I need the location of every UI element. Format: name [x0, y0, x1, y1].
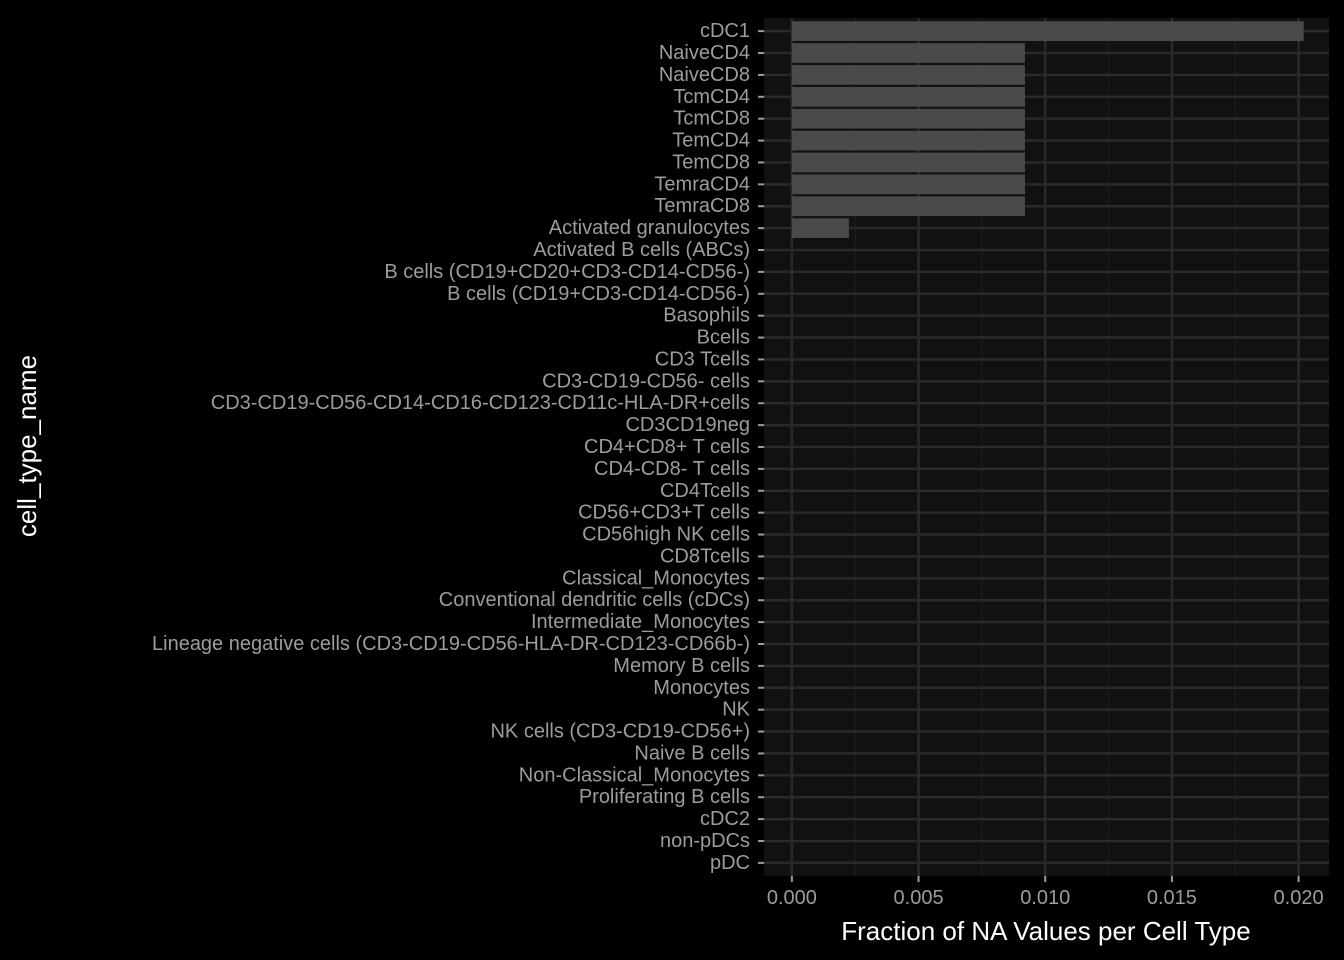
category-label: Monocytes [653, 677, 750, 699]
category-label: Bcells [697, 327, 750, 349]
category-label: CD3CD19neg [625, 414, 750, 436]
category-label: Non-Classical_Monocytes [519, 764, 750, 786]
bar [792, 21, 1304, 41]
category-label: cDC1 [700, 20, 750, 42]
category-label: TemraCD4 [654, 173, 750, 195]
category-label: NaiveCD4 [659, 42, 750, 64]
x-tick-label: 0.010 [1020, 887, 1070, 909]
category-label: non-pDCs [660, 830, 750, 852]
category-label: pDC [710, 852, 750, 874]
category-label: CD3 Tcells [655, 348, 750, 370]
category-label: TcmCD8 [673, 108, 750, 130]
category-label: B cells (CD19+CD20+CD3-CD14-CD56-) [384, 261, 750, 283]
category-label: NK cells (CD3-CD19-CD56+) [490, 721, 750, 743]
category-label: CD56+CD3+T cells [578, 502, 750, 524]
bar [792, 196, 1025, 216]
category-label: Proliferating B cells [579, 786, 750, 808]
bar [792, 109, 1025, 129]
category-label: TemCD8 [672, 151, 750, 173]
category-label: Classical_Monocytes [562, 567, 750, 589]
category-label: CD3-CD19-CD56-CD14-CD16-CD123-CD11c-HLA-… [211, 392, 750, 414]
x-tick-label: 0.020 [1274, 887, 1324, 909]
category-label: CD4Tcells [660, 480, 750, 502]
bar [792, 218, 849, 238]
x-tick-label: 0.000 [767, 887, 817, 909]
category-label: NaiveCD8 [659, 64, 750, 86]
category-label: Memory B cells [613, 655, 750, 677]
bar [792, 174, 1025, 194]
category-label: Activated granulocytes [549, 217, 750, 239]
category-label: Basophils [663, 305, 750, 327]
bar [792, 131, 1025, 151]
category-label: Intermediate_Monocytes [531, 611, 750, 633]
bar [792, 65, 1025, 85]
bar [792, 87, 1025, 107]
category-label: CD8Tcells [660, 545, 750, 567]
y-axis: cDC1NaiveCD4NaiveCD8TcmCD4TcmCD8TemCD4Te… [152, 20, 764, 874]
category-label: B cells (CD19+CD3-CD14-CD56-) [447, 283, 750, 305]
x-tick-label: 0.015 [1147, 887, 1197, 909]
category-label: TcmCD4 [673, 86, 750, 108]
x-tick-label: 0.005 [894, 887, 944, 909]
category-label: CD56high NK cells [582, 524, 750, 546]
category-label: NK [722, 699, 750, 721]
x-axis: 0.000 0.005 0.010 0.015 0.020 [767, 876, 1324, 909]
category-label: cDC2 [700, 808, 750, 830]
category-label: CD4+CD8+ T cells [584, 436, 750, 458]
x-axis-title: Fraction of NA Values per Cell Type [841, 916, 1250, 946]
category-label: Conventional dendritic cells (cDCs) [439, 589, 750, 611]
y-axis-title: cell_type_name [12, 355, 42, 537]
category-label: CD4-CD8- T cells [594, 458, 750, 480]
category-label: Activated B cells (ABCs) [533, 239, 750, 261]
category-label: TemCD4 [672, 130, 750, 152]
category-label: CD3-CD19-CD56- cells [542, 370, 750, 392]
bar [792, 43, 1025, 63]
category-label: TemraCD8 [654, 195, 750, 217]
category-label: Naive B cells [634, 742, 750, 764]
category-label: Lineage negative cells (CD3-CD19-CD56-HL… [152, 633, 750, 655]
bar [792, 153, 1025, 173]
